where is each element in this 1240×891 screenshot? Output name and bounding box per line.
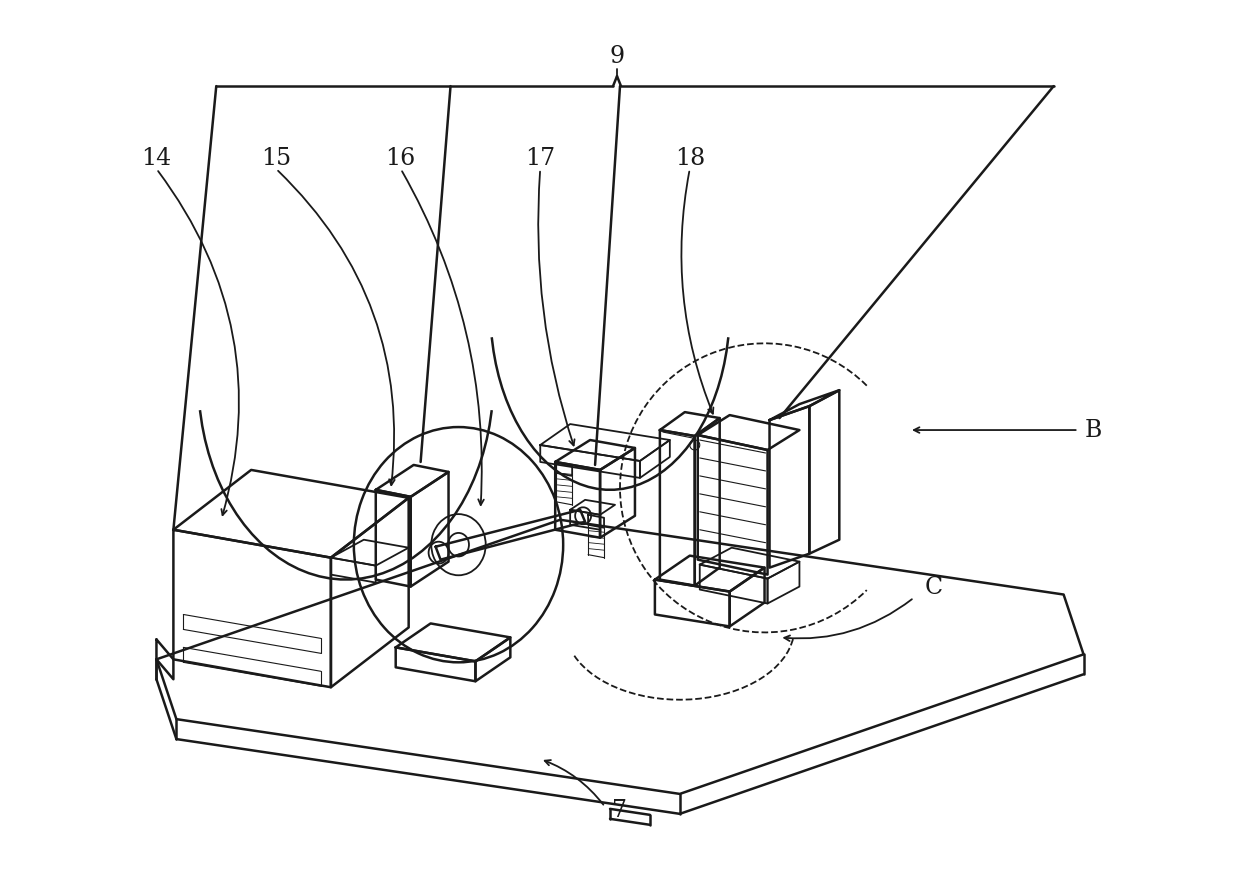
Text: 17: 17 (526, 147, 556, 170)
Text: 15: 15 (260, 147, 291, 170)
Text: 9: 9 (609, 45, 625, 68)
Text: B: B (1085, 419, 1102, 442)
Text: 14: 14 (141, 147, 171, 170)
Text: 16: 16 (386, 147, 415, 170)
Text: C: C (925, 576, 944, 599)
Text: 18: 18 (675, 147, 704, 170)
Text: 7: 7 (613, 799, 627, 822)
